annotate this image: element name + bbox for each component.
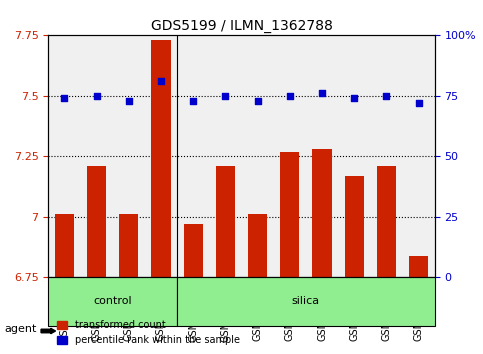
Point	[222, 93, 229, 99]
Bar	[184, 224, 203, 277]
Text: control: control	[93, 297, 132, 307]
Point	[93, 93, 100, 99]
Bar	[151, 40, 170, 277]
Bar	[409, 256, 428, 277]
Bar	[55, 215, 74, 277]
Bar	[313, 149, 332, 277]
Point	[254, 98, 261, 103]
Bar	[177, 277, 435, 326]
Point	[415, 100, 423, 106]
Title: GDS5199 / ILMN_1362788: GDS5199 / ILMN_1362788	[151, 19, 332, 33]
Point	[60, 96, 68, 101]
Bar	[377, 166, 396, 277]
Bar	[280, 152, 299, 277]
Bar	[48, 277, 177, 326]
Point	[125, 98, 133, 103]
Point	[189, 98, 197, 103]
Bar	[344, 176, 364, 277]
Bar	[248, 215, 267, 277]
Bar	[216, 166, 235, 277]
Point	[318, 91, 326, 96]
Point	[286, 93, 294, 99]
Bar	[119, 215, 139, 277]
Point	[350, 96, 358, 101]
Text: agent: agent	[5, 324, 37, 334]
Text: silica: silica	[292, 297, 320, 307]
Point	[383, 93, 390, 99]
Point	[157, 79, 165, 84]
Bar	[87, 166, 106, 277]
Legend: transformed count, percentile rank within the sample: transformed count, percentile rank withi…	[53, 316, 243, 349]
